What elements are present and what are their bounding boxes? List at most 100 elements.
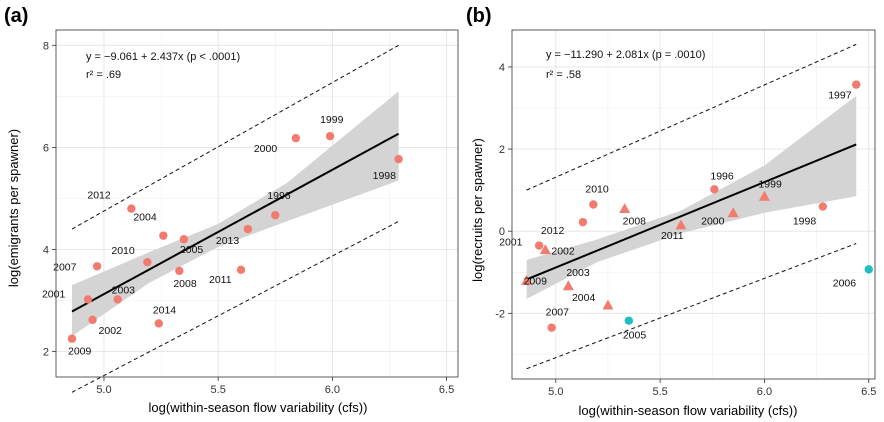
panel-b-point-label-1997: 1997 (828, 90, 852, 102)
panel-a-point-2011 (236, 265, 246, 275)
panel-a-plot: 1996 1998 1999 2000 2001 2002 2003 2004 2005 2007… (42, 29, 459, 396)
panel-a-r2: r² = .69 (86, 69, 121, 81)
panel-b-point-label-2002: 2002 (551, 246, 575, 258)
panel-b-ytick-label: 2 (499, 144, 505, 156)
panel-a-xtick-label: 6.5 (439, 384, 454, 396)
panel-a-xtick-label: 5.0 (96, 384, 111, 396)
panel-a-point-2013 (243, 224, 253, 234)
panel-b-point-label-2003: 2003 (566, 267, 590, 279)
panel-a-label: (a) (4, 5, 28, 27)
panel-b-point-2007 (547, 323, 556, 332)
panel-b-point-label-1996: 1996 (710, 170, 734, 182)
panel-b-ylabel: log(recruits per spawner) (470, 138, 485, 282)
panel-a-xtick-label: 5.5 (211, 384, 226, 396)
panel-a-ytick-label: 6 (43, 142, 49, 154)
panel-b-point-label-2004: 2004 (572, 292, 596, 304)
panel-a-border (55, 29, 459, 378)
panel-b-point-label-2001: 2001 (499, 237, 523, 249)
panel-b-point-2000 (727, 207, 739, 218)
panel-a-point-2009 (67, 334, 77, 343)
panel-a-confidence-band (71, 91, 399, 337)
panel-b-xlabel: log(within-season flow variability (cfs)… (579, 403, 798, 418)
panel-b-point-label-2000: 2000 (701, 216, 725, 228)
panel-a-point-label-2011: 2011 (209, 274, 232, 286)
panel-a-point-label-2009: 2009 (68, 346, 92, 358)
panel-b-point-label-2012: 2012 (541, 225, 565, 237)
panel-b-point-label-2009: 2009 (524, 275, 548, 287)
panel-b-point-1999 (758, 190, 770, 201)
panel-a-point-label-2010: 2010 (111, 245, 135, 257)
panel-a-point-2005 (179, 235, 189, 244)
panel-b-xtick-label: 6.5 (861, 386, 876, 398)
panel-a-point-label-2004: 2004 (133, 212, 157, 224)
panel-b-point-label-2008: 2008 (623, 216, 647, 228)
panel-b-point-1998 (818, 202, 828, 211)
panel-b-xtick-label: 5.0 (548, 386, 563, 398)
panel-a-point-label-2003: 2003 (112, 284, 136, 296)
panel-b-point-label-2007: 2007 (546, 307, 570, 319)
panel-b-xtick-label: 5.5 (652, 386, 667, 398)
panel-b-point-1996 (710, 185, 719, 194)
panel-b-point-2009 (521, 274, 533, 285)
panel-a-point-2014 (154, 319, 163, 328)
panel-b-prediction-lower (526, 243, 857, 370)
panel-a-ytick-label: 8 (43, 40, 49, 52)
panel-a-point-2004 (159, 231, 168, 240)
panel-a-ylabel: log(emigrants per spawner) (6, 129, 21, 287)
panel-b-equation: y = −11.290 + 2.081x (p = .0010) (546, 49, 705, 61)
panel-b-point-2010 (589, 200, 598, 209)
panel-a-xlabel: log(within-season flow variability (cfs)… (149, 400, 368, 415)
panel-a-point-label-2001: 2001 (42, 288, 66, 300)
panel-a-point-2010 (143, 257, 152, 267)
panel-b-point-1997 (852, 80, 861, 89)
panel-a-equation: y = −9.061 + 2.437x (p < .0001) (86, 51, 240, 63)
panel-a-point-2002 (88, 315, 97, 325)
panel-a-point-2008 (175, 266, 184, 276)
panel-b-point-label-2006: 2006 (833, 277, 857, 289)
panel-a-point-label-2012: 2012 (87, 190, 111, 202)
panel-a-point-2001 (83, 295, 93, 304)
panel-a-point-label-1996: 1996 (267, 190, 291, 202)
panel-b-point-2002 (539, 244, 551, 255)
panel-b-r2: r² = .58 (546, 69, 581, 81)
panel-b-point-2004 (602, 299, 614, 310)
panel-b-ytick-label: -2 (495, 308, 505, 320)
panel-b-point-2003 (562, 280, 574, 291)
panel-b-point-label-2011: 2011 (661, 230, 684, 242)
panel-a-xtick-label: 6.0 (325, 384, 340, 396)
panel-a-regression-line (71, 132, 400, 313)
panel-b-ytick-label: 0 (499, 226, 505, 238)
panel-b-point-label-2010: 2010 (585, 184, 609, 196)
panel-a-point-label-2002: 2002 (99, 325, 123, 337)
panel-a-prediction-lower (71, 220, 399, 393)
panel-a-point-2000 (291, 133, 301, 143)
panel-a-ytick-label: 2 (43, 346, 49, 358)
panel-b-xtick-label: 6.0 (757, 386, 772, 398)
panel-b-point-label-1999: 1999 (758, 178, 782, 190)
panel-a-ytick-label: 4 (43, 244, 49, 256)
panel-b-point-2012 (578, 217, 588, 227)
panel-b-plot: 1996 1997 1998 1999 2000 2001 2002 2003 2004 2005… (495, 29, 876, 398)
panel-b-point-2005 (624, 316, 634, 325)
panel-a-point-1999 (325, 131, 335, 141)
panel-b-ytick-label: 4 (499, 62, 505, 74)
panel-b-confidence-band (526, 95, 857, 299)
panel-b-point-label-1998: 1998 (793, 216, 817, 228)
panel-a-point-label-2008: 2008 (173, 278, 197, 290)
panel-a-point-label-2014: 2014 (153, 304, 177, 316)
panel-b-point-label-2005: 2005 (623, 330, 647, 342)
panel-a-point-label-2000: 2000 (254, 143, 278, 155)
panel-a-point-1996 (271, 211, 280, 220)
panel-b-point-2006 (864, 265, 873, 274)
panel-b-border (511, 29, 876, 380)
panel-a-point-2003 (113, 295, 122, 304)
panel-a-point-2012 (127, 204, 136, 213)
panel-b-point-2008 (619, 203, 631, 214)
panel-b-point-2011 (675, 219, 687, 230)
panel-a-point-label-1999: 1999 (320, 114, 344, 126)
panel-a-point-label-2005: 2005 (180, 244, 204, 256)
panel-b-label: (b) (466, 5, 492, 27)
panel-a-point-label-2007: 2007 (53, 261, 77, 273)
panel-a-point-label-1998: 1998 (373, 170, 397, 182)
